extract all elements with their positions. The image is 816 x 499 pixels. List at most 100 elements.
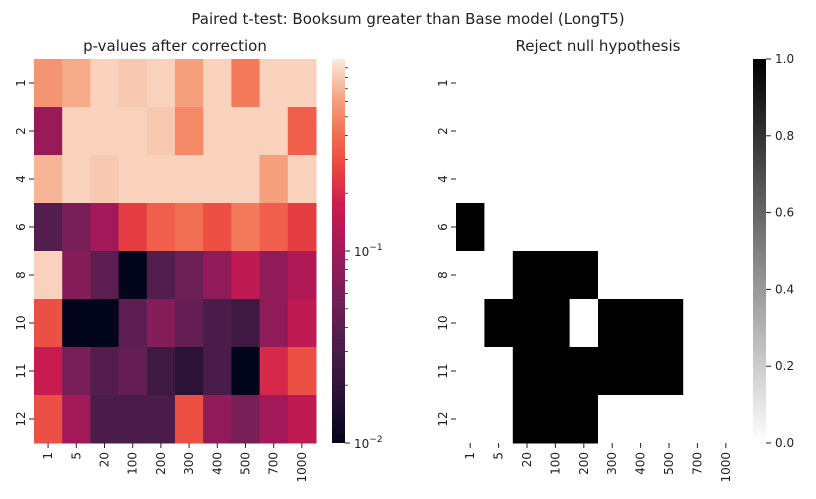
- pvalue-cell-r0-c7: [231, 59, 261, 108]
- pvalue-cell-r4-c4: [146, 251, 176, 300]
- reject-title: Reject null hypothesis: [516, 37, 681, 55]
- reject-ytick-label: 11: [436, 363, 450, 378]
- reject-xtick-label: 300: [605, 452, 619, 475]
- reject-cell-r2-c6: [626, 155, 656, 204]
- pvalue-cell-r6-c9: [287, 347, 317, 396]
- reject-cell-r5-c8: [683, 299, 713, 348]
- pvalue-cell-r4-c5: [175, 251, 204, 300]
- reject-cell-r7-c6: [626, 395, 656, 444]
- reject-cell-r3-c8: [683, 203, 713, 252]
- pvalue-ytick-label: 1: [14, 79, 28, 87]
- reject-cell-r3-c3: [541, 203, 571, 252]
- reject-cell-r7-c0: [456, 395, 485, 444]
- reject-cell-r2-c3: [541, 155, 571, 204]
- pvalue-cell-r4-c3: [118, 251, 148, 300]
- reject-colorbar: 0.0 0.2 0.4 0.6 0.8 1.0: [753, 52, 794, 450]
- reject-colorbar-gradient: [753, 59, 766, 443]
- pvalue-ytick-label: 6: [14, 223, 28, 231]
- reject-cell-r4-c1: [484, 251, 514, 300]
- reject-cell-r2-c7: [654, 155, 684, 204]
- pvalue-cell-r0-c1: [62, 59, 91, 108]
- reject-cell-r3-c0: [456, 203, 485, 252]
- pvalue-ytick-label: 10: [14, 315, 28, 330]
- pvalue-cell-r0-c4: [146, 59, 176, 108]
- pvalue-xtick-label: 500: [239, 452, 253, 475]
- reject-cell-r3-c6: [626, 203, 656, 252]
- pvalue-ytick-label: 12: [14, 411, 28, 426]
- pvalue-cell-r5-c7: [231, 299, 261, 348]
- pvalue-cell-r6-c5: [175, 347, 204, 396]
- pvalue-cell-r2-c9: [287, 155, 317, 204]
- reject-cell-r1-c0: [456, 107, 485, 156]
- reject-cell-r6-c2: [512, 347, 542, 396]
- pvalue-ytick-label: 4: [14, 175, 28, 183]
- pvalue-cell-r2-c0: [34, 155, 63, 204]
- pvalue-cell-r2-c5: [175, 155, 204, 204]
- pvalue-cell-r3-c6: [203, 203, 232, 252]
- reject-cell-r3-c9: [711, 203, 741, 252]
- reject-cell-r4-c0: [456, 251, 485, 300]
- pvalue-cell-r1-c2: [90, 107, 120, 156]
- reject-cell-r5-c0: [456, 299, 485, 348]
- reject-cell-r2-c2: [512, 155, 542, 204]
- pvalue-cell-r2-c6: [203, 155, 232, 204]
- reject-cell-r6-c1: [484, 347, 514, 396]
- pvalue-title: p-values after correction: [83, 37, 267, 55]
- reject-cell-r3-c2: [512, 203, 542, 252]
- reject-cell-r0-c1: [484, 59, 514, 108]
- pvalue-cell-r3-c7: [231, 203, 261, 252]
- pvalue-cell-r7-c6: [203, 395, 232, 444]
- pvalue-cell-r5-c6: [203, 299, 232, 348]
- pvalue-xtick-label: 400: [210, 452, 224, 475]
- reject-cell-r4-c9: [711, 251, 741, 300]
- pvalue-cell-r3-c5: [175, 203, 204, 252]
- pvalue-cell-r2-c1: [62, 155, 91, 204]
- pvalue-cell-r1-c4: [146, 107, 176, 156]
- pvalue-cell-r0-c3: [118, 59, 148, 108]
- reject-cell-r0-c7: [654, 59, 684, 108]
- reject-cell-r7-c3: [541, 395, 571, 444]
- reject-colorbar-label: 1.0: [775, 52, 794, 66]
- pvalue-cell-r5-c8: [259, 299, 289, 348]
- reject-cell-r2-c0: [456, 155, 485, 204]
- pvalue-cell-r7-c0: [34, 395, 63, 444]
- pvalue-cell-r0-c8: [259, 59, 289, 108]
- figure-suptitle: Paired t-test: Booksum greater than Base…: [191, 10, 624, 28]
- pvalue-cell-r5-c5: [175, 299, 204, 348]
- reject-cell-r7-c8: [683, 395, 713, 444]
- reject-cell-r1-c6: [626, 107, 656, 156]
- reject-cell-r1-c8: [683, 107, 713, 156]
- reject-ytick-label: 6: [436, 223, 450, 231]
- pvalue-xtick-label: 700: [267, 452, 281, 475]
- reject-cell-r5-c3: [541, 299, 571, 348]
- reject-cell-r5-c4: [569, 299, 599, 348]
- pvalue-cell-r5-c4: [146, 299, 176, 348]
- reject-ytick-label: 8: [436, 271, 450, 279]
- pvalue-cell-r6-c4: [146, 347, 176, 396]
- reject-cell-r5-c5: [598, 299, 627, 348]
- reject-cell-r6-c9: [711, 347, 741, 396]
- reject-xtick-label: 700: [690, 452, 704, 475]
- reject-cell-r4-c4: [569, 251, 599, 300]
- pvalue-cell-r1-c1: [62, 107, 91, 156]
- reject-cell-r0-c6: [626, 59, 656, 108]
- reject-xtick-label: 400: [634, 452, 648, 475]
- pvalue-xtick-label: 5: [69, 452, 83, 460]
- pvalue-cell-r2-c8: [259, 155, 289, 204]
- pvalue-cell-r3-c3: [118, 203, 148, 252]
- reject-cell-r7-c9: [711, 395, 741, 444]
- pvalue-cell-r1-c8: [259, 107, 289, 156]
- pvalue-cell-r5-c1: [62, 299, 91, 348]
- reject-cell-r0-c4: [569, 59, 599, 108]
- pvalue-cell-r0-c2: [90, 59, 120, 108]
- pvalue-cell-r5-c9: [287, 299, 317, 348]
- reject-cell-r6-c4: [569, 347, 599, 396]
- reject-cell-r4-c2: [512, 251, 542, 300]
- pvalue-cell-r2-c4: [146, 155, 176, 204]
- reject-ytick-label: 1: [436, 79, 450, 87]
- pvalue-ytick-label: 8: [14, 271, 28, 279]
- reject-xtick-label: 20: [520, 452, 534, 467]
- pvalue-cell-r3-c8: [259, 203, 289, 252]
- reject-cell-r6-c0: [456, 347, 485, 396]
- pvalue-cell-r7-c2: [90, 395, 120, 444]
